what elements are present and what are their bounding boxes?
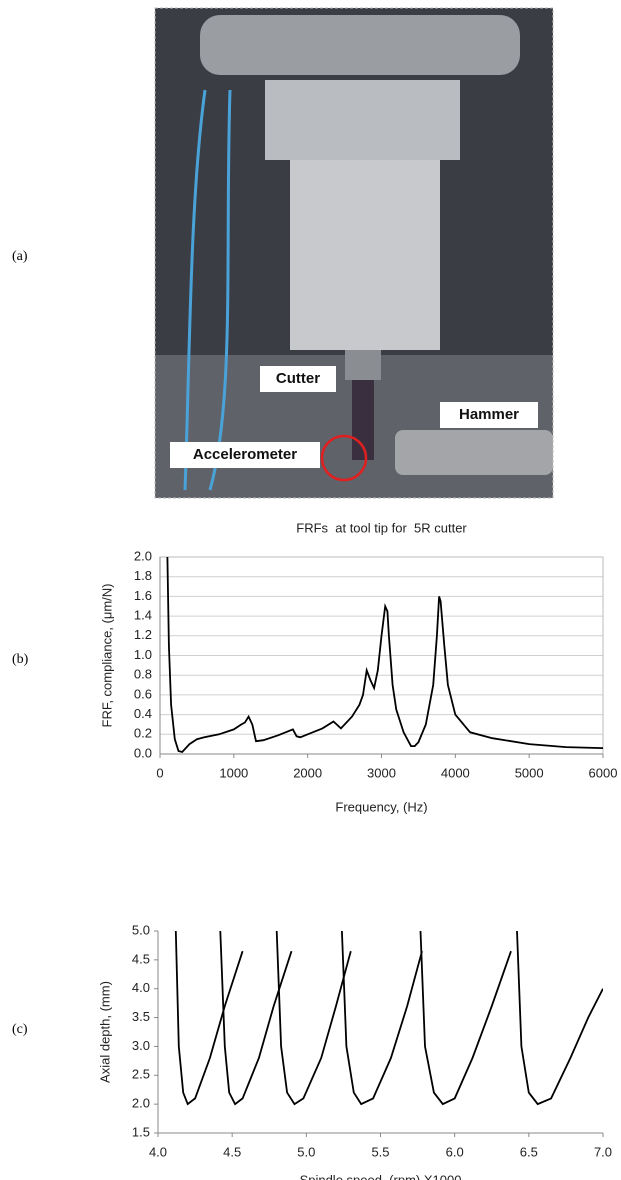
photo-label: Cutter: [276, 370, 320, 387]
y-tick-label: 0.6: [134, 686, 152, 701]
photo: Cutter Hammer Accelerometer: [154, 7, 554, 499]
data-line: [516, 930, 603, 1106]
x-tick-label: 6000: [589, 765, 618, 780]
x-tick-label: 3000: [367, 765, 396, 780]
y-tick-label: 0.2: [134, 726, 152, 741]
x-tick-label: 5000: [515, 765, 544, 780]
y-tick-label: 2.0: [132, 1096, 150, 1111]
y-tick-label: 4.0: [132, 980, 150, 995]
chart: 1.5 2.0 2.5 3.0 3.5 4.0 4.5 5.0 4.0 4.5 5.0 5.5 6.0 6…: [97, 922, 612, 1180]
photo-label: Accelerometer: [193, 446, 297, 463]
y-tick-label: 2.5: [132, 1067, 150, 1082]
highlight-circle: [320, 434, 368, 482]
x-tick-label: 6.0: [446, 1144, 464, 1159]
data-line: [166, 556, 603, 754]
y-tick-label: 2.0: [134, 548, 152, 563]
y-tick-label: 1.2: [134, 627, 152, 642]
x-tick-label: 1000: [219, 765, 248, 780]
panel-label: (c): [12, 1022, 28, 1037]
x-tick-label: 0: [156, 765, 163, 780]
y-axis-label: FRF, compliance, (μm/N): [99, 583, 114, 727]
data-line: [275, 930, 352, 1106]
label-box: [170, 442, 320, 468]
data-line: [419, 930, 512, 1106]
y-tick-label: 5.0: [132, 922, 150, 937]
y-tick-label: 0.8: [134, 667, 152, 682]
y-tick-label: 0.4: [134, 706, 152, 721]
y-tick-label: 3.5: [132, 1009, 150, 1024]
y-tick-label: 4.5: [132, 951, 150, 966]
y-tick-label: 1.8: [134, 568, 152, 583]
holder: [290, 160, 440, 350]
panel-label: (b): [12, 652, 29, 667]
x-tick-label: 4.5: [223, 1144, 241, 1159]
y-tick-label: 3.0: [132, 1038, 150, 1053]
x-tick-label: 5.5: [371, 1144, 389, 1159]
y-tick-label: 0.0: [134, 745, 152, 760]
chart-title: FRFs at tool tip for 5R cutter: [296, 520, 467, 535]
y-tick-label: 1.0: [134, 647, 152, 662]
photo-label: Hammer: [459, 406, 519, 423]
photo-frame: [154, 7, 554, 499]
label-box: [440, 402, 538, 428]
chart: FRFs at tool tip for 5R cutter 0.0 0.2 0.4 0…: [99, 520, 617, 814]
y-tick-label: 1.6: [134, 588, 152, 603]
x-tick-label: 4000: [441, 765, 470, 780]
data-line: [174, 930, 244, 1106]
data-line: [341, 930, 423, 1106]
x-tick-label: 6.5: [520, 1144, 538, 1159]
spindle-top: [200, 15, 520, 75]
x-tick-label: 5.0: [297, 1144, 315, 1159]
y-axis-label: Axial depth, (mm): [97, 981, 112, 1083]
hammer-body: [395, 430, 553, 475]
y-tick-label: 1.5: [132, 1124, 150, 1139]
y-tick-label: 1.4: [134, 608, 152, 623]
data-line: [219, 930, 293, 1106]
x-tick-label: 4.0: [149, 1144, 167, 1159]
x-tick-label: 2000: [293, 765, 322, 780]
x-axis-label: Frequency, (Hz): [335, 799, 427, 814]
spindle-body: [265, 80, 460, 160]
x-tick-label: 7.0: [594, 1144, 612, 1159]
x-axis-label: Spindle speed, (rpm) X1000: [300, 1172, 462, 1180]
panel-label: (a): [12, 249, 28, 264]
label-box: [260, 366, 336, 392]
collet: [345, 350, 381, 380]
